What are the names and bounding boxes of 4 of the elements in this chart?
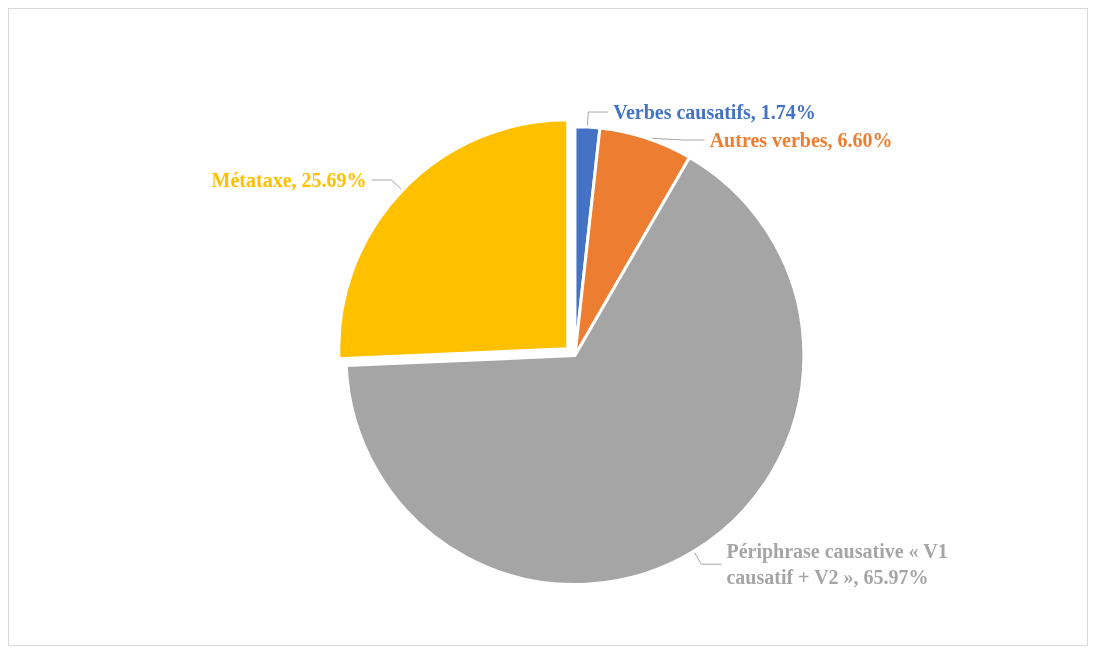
slice-label: Périphrase causative « V1 causatif + V2 », 65.97% <box>726 540 953 589</box>
slice-label: Métataxe, 25.69% <box>211 168 367 191</box>
slice-label: Verbes causatifs, 1.74% <box>613 101 816 124</box>
slice-label: Autres verbes, 6.60% <box>709 129 893 152</box>
